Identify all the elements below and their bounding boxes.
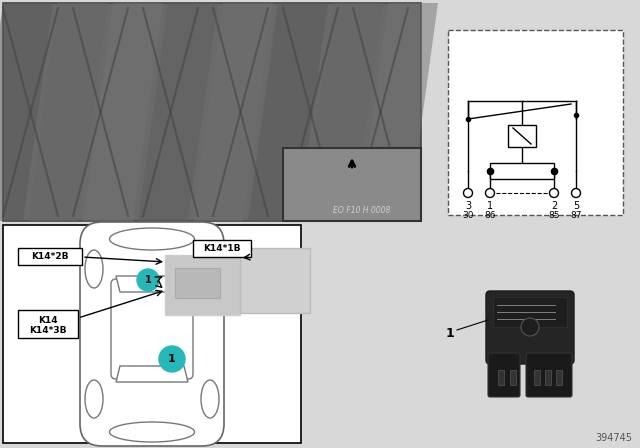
FancyBboxPatch shape (486, 291, 574, 364)
Bar (448, 30, 623, 215)
Circle shape (550, 189, 559, 198)
Polygon shape (248, 3, 328, 221)
Text: 85: 85 (548, 211, 560, 220)
Ellipse shape (85, 380, 103, 418)
Circle shape (521, 318, 539, 336)
Text: 1: 1 (487, 201, 493, 211)
Polygon shape (193, 3, 273, 221)
Polygon shape (0, 3, 53, 221)
Text: 86: 86 (484, 211, 496, 220)
Polygon shape (116, 276, 188, 292)
Bar (18, 248, 82, 265)
Circle shape (137, 269, 159, 291)
Text: 2: 2 (551, 201, 557, 211)
Text: 394745: 394745 (595, 433, 632, 443)
Ellipse shape (85, 250, 103, 288)
Text: 87: 87 (570, 211, 582, 220)
Polygon shape (358, 3, 438, 221)
Text: 1: 1 (168, 354, 176, 364)
Bar (498, 370, 504, 385)
Ellipse shape (109, 228, 195, 250)
Text: 1: 1 (445, 327, 454, 340)
Bar (510, 370, 516, 385)
Bar (3, 3, 421, 221)
Text: 1: 1 (145, 275, 152, 285)
Ellipse shape (201, 380, 219, 418)
FancyBboxPatch shape (80, 222, 224, 446)
Bar (240, 248, 310, 313)
Text: K14*1B: K14*1B (204, 244, 241, 253)
Circle shape (159, 346, 185, 372)
Text: K14*2B: K14*2B (31, 252, 68, 261)
Polygon shape (138, 3, 218, 221)
Bar (508, 125, 536, 147)
Ellipse shape (201, 250, 219, 288)
Bar (556, 370, 562, 385)
Ellipse shape (109, 422, 195, 442)
FancyBboxPatch shape (526, 353, 572, 397)
Circle shape (572, 189, 580, 198)
Text: EO F10 H 0008: EO F10 H 0008 (333, 206, 390, 215)
Text: 3: 3 (465, 201, 471, 211)
Circle shape (463, 189, 472, 198)
Polygon shape (28, 3, 108, 221)
Bar (193, 240, 251, 257)
Bar (18, 310, 78, 338)
Bar (165, 255, 240, 315)
Bar (545, 370, 551, 385)
FancyBboxPatch shape (111, 279, 193, 379)
Bar (3, 225, 301, 443)
Circle shape (486, 189, 495, 198)
Bar (534, 370, 540, 385)
Text: K14: K14 (38, 315, 58, 324)
Polygon shape (303, 3, 383, 221)
Polygon shape (83, 3, 163, 221)
Text: K14*3B: K14*3B (29, 326, 67, 335)
Bar (283, 148, 421, 221)
Bar (175, 268, 220, 298)
Text: 5: 5 (573, 201, 579, 211)
Bar (490, 163, 554, 179)
Polygon shape (116, 366, 188, 382)
FancyBboxPatch shape (488, 353, 520, 397)
Text: 30: 30 (462, 211, 474, 220)
Bar (493, 297, 567, 327)
